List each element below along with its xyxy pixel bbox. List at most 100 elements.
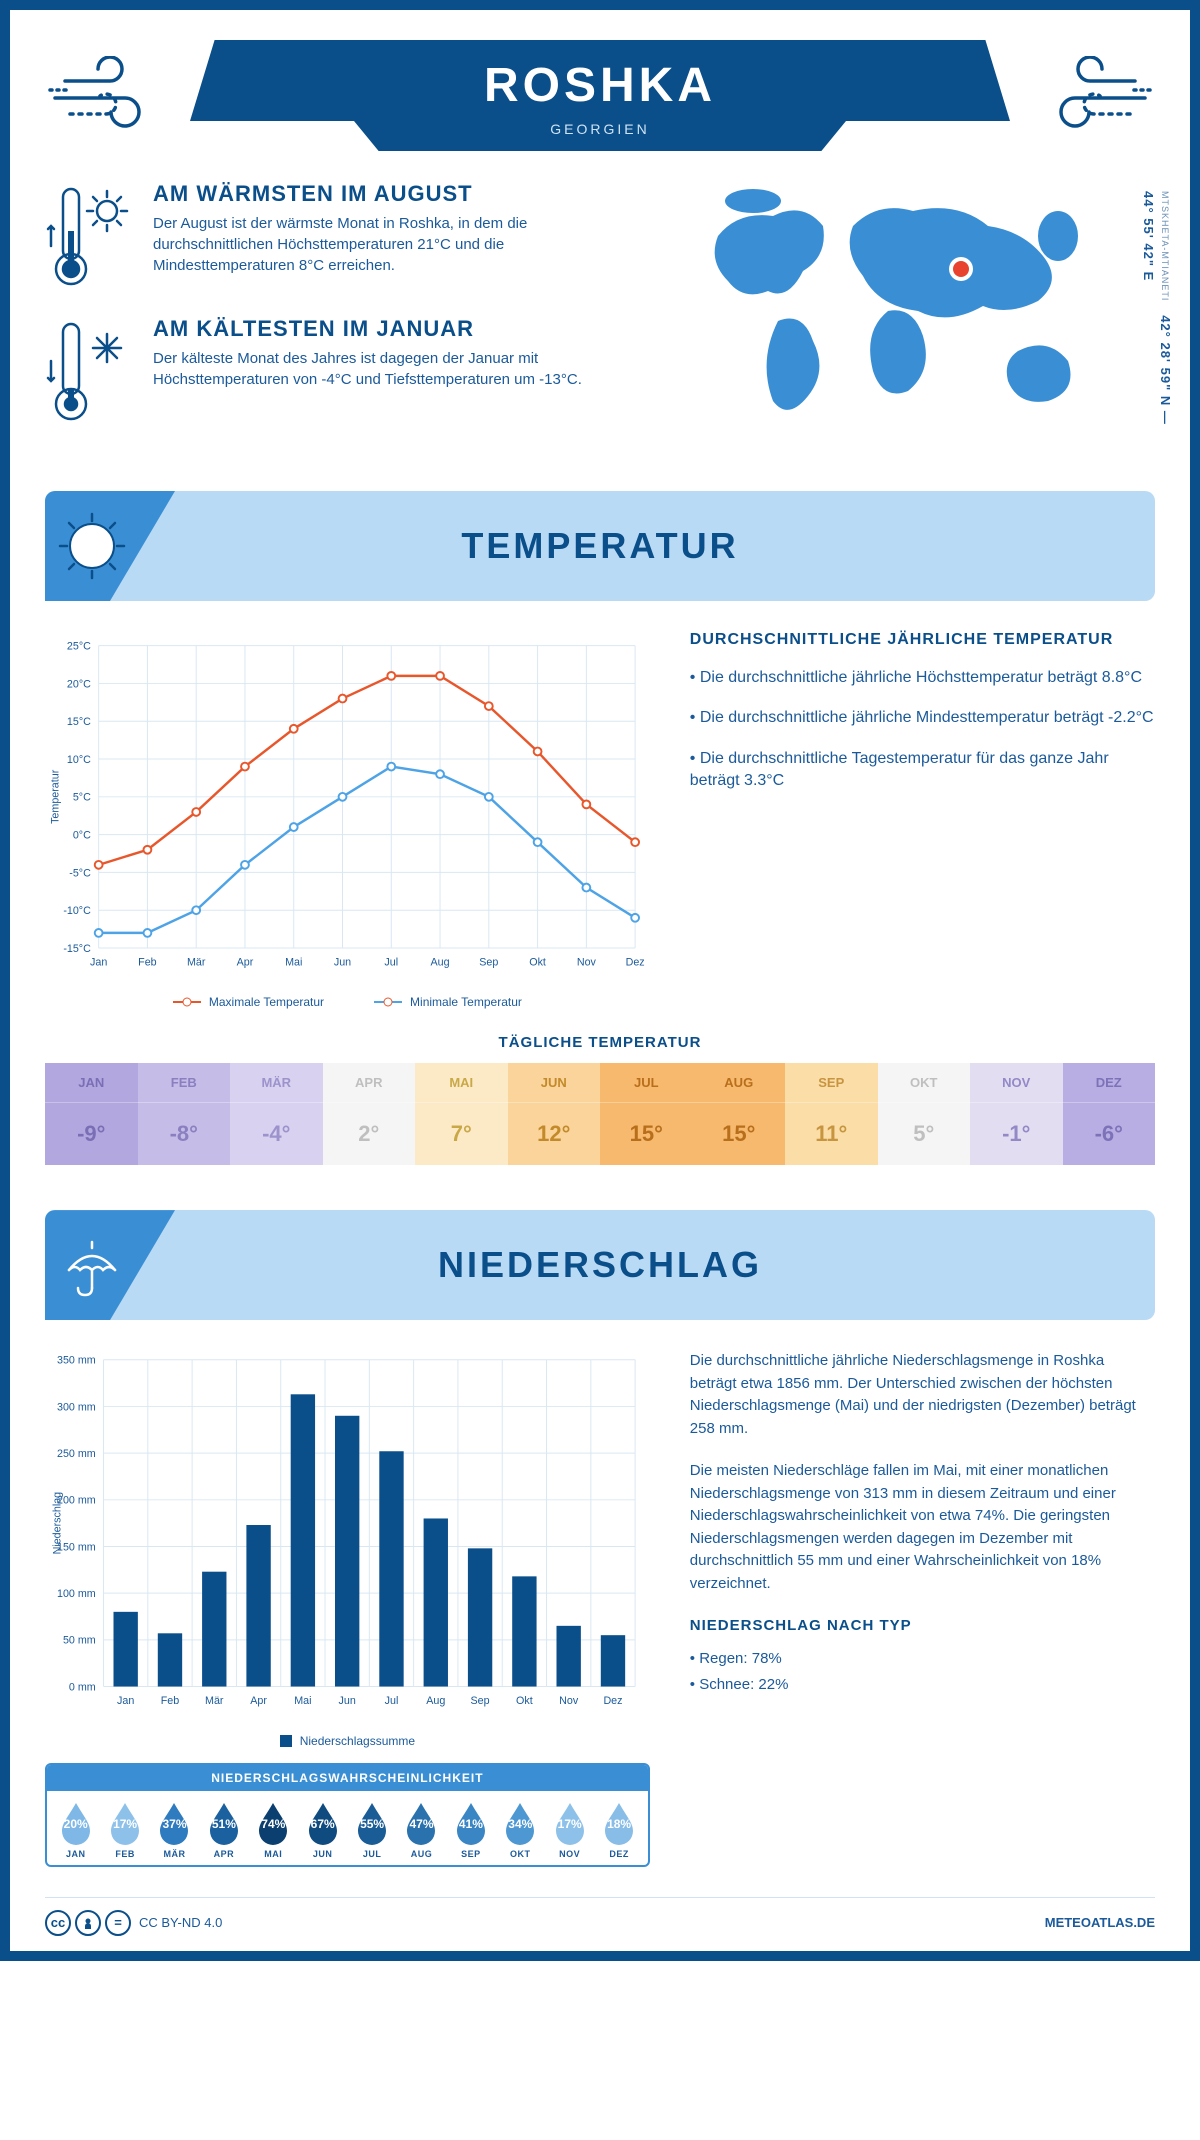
daily-temp-table: JANFEBMÄRAPRMAIJUNJULAUGSEPOKTNOVDEZ-9°-…: [45, 1063, 1155, 1165]
warmest-title: AM WÄRMSTEN IM AUGUST: [153, 181, 611, 207]
prob-cell: 20% JAN: [51, 1801, 100, 1859]
wind-icon-left: [45, 56, 165, 136]
precip-type-1: • Regen: 78%: [690, 1648, 1155, 1671]
svg-text:Temperatur: Temperatur: [50, 769, 62, 824]
svg-text:Mär: Mär: [205, 1695, 224, 1707]
temp-fact-3: • Die durchschnittliche Tagestemperatur …: [690, 748, 1155, 793]
svg-text:Sep: Sep: [479, 957, 498, 969]
section-title-precip: NIEDERSCHLAG: [438, 1244, 762, 1286]
svg-text:Apr: Apr: [237, 957, 254, 969]
svg-text:-15°C: -15°C: [63, 943, 91, 955]
svg-text:Aug: Aug: [426, 1695, 445, 1707]
temperature-line-chart: -15°C-10°C-5°C0°C5°C10°C15°C20°C25°CJanF…: [45, 631, 650, 1009]
page-subtitle: GEORGIEN: [354, 121, 846, 151]
svg-text:300 mm: 300 mm: [57, 1401, 96, 1413]
section-title-temp: TEMPERATUR: [461, 525, 738, 567]
page-title: ROSHKA: [190, 40, 1010, 121]
coldest-block: AM KÄLTESTEN IM JANUAR Der kälteste Mona…: [45, 316, 611, 426]
svg-text:350 mm: 350 mm: [57, 1355, 96, 1367]
daily-month: MÄR: [230, 1063, 323, 1103]
prob-cell: 17% FEB: [100, 1801, 149, 1859]
precip-para-1: Die durchschnittliche jährliche Niedersc…: [690, 1350, 1155, 1440]
wind-icon-right: [1035, 56, 1155, 136]
coldest-title: AM KÄLTESTEN IM JANUAR: [153, 316, 611, 342]
svg-text:5°C: 5°C: [73, 792, 91, 804]
svg-text:Jul: Jul: [384, 957, 398, 969]
svg-text:Nov: Nov: [559, 1695, 579, 1707]
daily-value: -1°: [970, 1103, 1063, 1165]
license-text: CC BY-ND 4.0: [139, 1915, 222, 1930]
svg-text:Jan: Jan: [117, 1695, 134, 1707]
daily-value: 15°: [600, 1103, 693, 1165]
daily-month: NOV: [970, 1063, 1063, 1103]
svg-text:Dez: Dez: [603, 1695, 622, 1707]
title-banner: ROSHKA GEORGIEN: [190, 40, 1010, 151]
svg-text:20°C: 20°C: [67, 678, 91, 690]
svg-text:Mär: Mär: [187, 957, 206, 969]
daily-month: JAN: [45, 1063, 138, 1103]
svg-text:Nov: Nov: [577, 957, 597, 969]
daily-value: 12°: [508, 1103, 601, 1165]
svg-text:250 mm: 250 mm: [57, 1448, 96, 1460]
svg-text:25°C: 25°C: [67, 641, 91, 653]
temp-facts-title: DURCHSCHNITTLICHE JÄHRLICHE TEMPERATUR: [690, 631, 1155, 649]
svg-text:Apr: Apr: [250, 1695, 267, 1707]
daily-month: MAI: [415, 1063, 508, 1103]
svg-text:Niederschlag: Niederschlag: [52, 1492, 64, 1555]
prob-cell: 37% MÄR: [150, 1801, 199, 1859]
daily-month: JUN: [508, 1063, 601, 1103]
daily-month: AUG: [693, 1063, 786, 1103]
prob-cell: 47% AUG: [397, 1801, 446, 1859]
daily-value: 5°: [878, 1103, 971, 1165]
daily-month: OKT: [878, 1063, 971, 1103]
daily-value: -4°: [230, 1103, 323, 1165]
umbrella-icon: [57, 1230, 127, 1300]
precip-legend: Niederschlagssumme: [45, 1734, 650, 1748]
precip-para-2: Die meisten Niederschläge fallen im Mai,…: [690, 1460, 1155, 1595]
svg-text:10°C: 10°C: [67, 754, 91, 766]
prob-cell: 67% JUN: [298, 1801, 347, 1859]
prob-cell: 74% MAI: [249, 1801, 298, 1859]
sun-icon: [57, 511, 127, 581]
daily-value: 11°: [785, 1103, 878, 1165]
prob-cell: 34% OKT: [496, 1801, 545, 1859]
prob-cell: 51% APR: [199, 1801, 248, 1859]
daily-month: DEZ: [1063, 1063, 1156, 1103]
daily-month: FEB: [138, 1063, 231, 1103]
svg-text:-5°C: -5°C: [69, 867, 91, 879]
daily-value: 7°: [415, 1103, 508, 1165]
temperature-banner: TEMPERATUR: [45, 491, 1155, 601]
daily-month: APR: [323, 1063, 416, 1103]
svg-text:Jun: Jun: [339, 1695, 356, 1707]
svg-text:100 mm: 100 mm: [57, 1588, 96, 1600]
daily-value: -6°: [1063, 1103, 1156, 1165]
daily-value: 2°: [323, 1103, 416, 1165]
daily-month: JUL: [600, 1063, 693, 1103]
svg-text:Feb: Feb: [138, 957, 157, 969]
svg-text:Sep: Sep: [471, 1695, 490, 1707]
svg-text:Okt: Okt: [529, 957, 546, 969]
daily-value: -8°: [138, 1103, 231, 1165]
world-map: MTSKHETA-MTIANETI 42° 28' 59" N — 44° 55…: [641, 181, 1155, 451]
prob-cell: 41% SEP: [446, 1801, 495, 1859]
warmest-text: Der August ist der wärmste Monat in Rosh…: [153, 213, 611, 276]
prob-cell: 55% JUL: [347, 1801, 396, 1859]
thermometer-hot-icon: [45, 181, 135, 291]
svg-text:Aug: Aug: [431, 957, 450, 969]
temp-fact-2: • Die durchschnittliche jährliche Mindes…: [690, 707, 1155, 729]
svg-text:50 mm: 50 mm: [63, 1635, 96, 1647]
svg-text:Mai: Mai: [294, 1695, 311, 1707]
svg-text:-10°C: -10°C: [63, 905, 91, 917]
svg-text:Feb: Feb: [161, 1695, 180, 1707]
thermometer-cold-icon: [45, 316, 135, 426]
svg-text:0°C: 0°C: [73, 830, 91, 842]
svg-text:Jan: Jan: [90, 957, 107, 969]
page-footer: cc = CC BY-ND 4.0 METEOATLAS.DE: [45, 1897, 1155, 1936]
precip-banner: NIEDERSCHLAG: [45, 1210, 1155, 1320]
svg-text:Jun: Jun: [334, 957, 351, 969]
temp-fact-1: • Die durchschnittliche jährliche Höchst…: [690, 667, 1155, 689]
temp-legend: .legend-line:nth-child(1)::before{border…: [45, 995, 650, 1009]
svg-text:Okt: Okt: [516, 1695, 533, 1707]
prob-cell: 18% DEZ: [594, 1801, 643, 1859]
daily-value: 15°: [693, 1103, 786, 1165]
